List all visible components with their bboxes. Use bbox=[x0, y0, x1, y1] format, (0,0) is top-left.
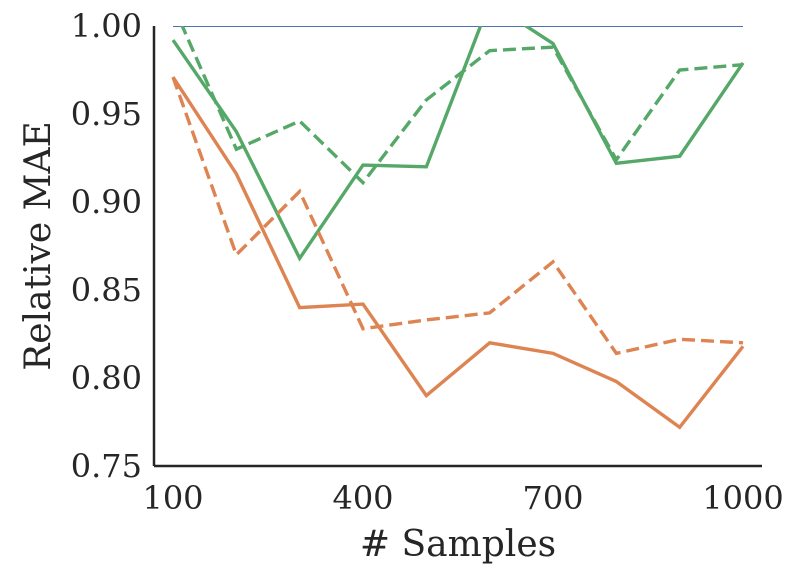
y-axis-label: Relative MAE bbox=[18, 121, 59, 371]
y-tick-label: 0.95 bbox=[71, 95, 142, 133]
x-tick-label: 1000 bbox=[702, 479, 783, 517]
y-tick-labels: 0.75 0.80 0.85 0.90 0.95 1.00 bbox=[71, 7, 142, 485]
series-layer bbox=[171, 26, 745, 430]
y-tick-label: 0.90 bbox=[71, 183, 142, 221]
series-line-4 bbox=[171, 76, 744, 356]
y-tick-label: 1.00 bbox=[71, 7, 142, 45]
x-axis-label: # Samples bbox=[360, 524, 556, 565]
y-tick-label: 0.85 bbox=[71, 271, 142, 309]
y-tick-label: 0.75 bbox=[71, 447, 142, 485]
x-tick-labels: 100 400 700 1000 bbox=[142, 479, 783, 517]
series-line-2 bbox=[180, 26, 744, 186]
x-tick-label: 700 bbox=[522, 479, 583, 517]
series-line-3 bbox=[171, 76, 745, 430]
x-tick-label: 100 bbox=[142, 479, 203, 517]
y-tick-label: 0.80 bbox=[71, 359, 142, 397]
series-line-1 bbox=[171, 26, 745, 262]
x-tick-label: 400 bbox=[332, 479, 393, 517]
